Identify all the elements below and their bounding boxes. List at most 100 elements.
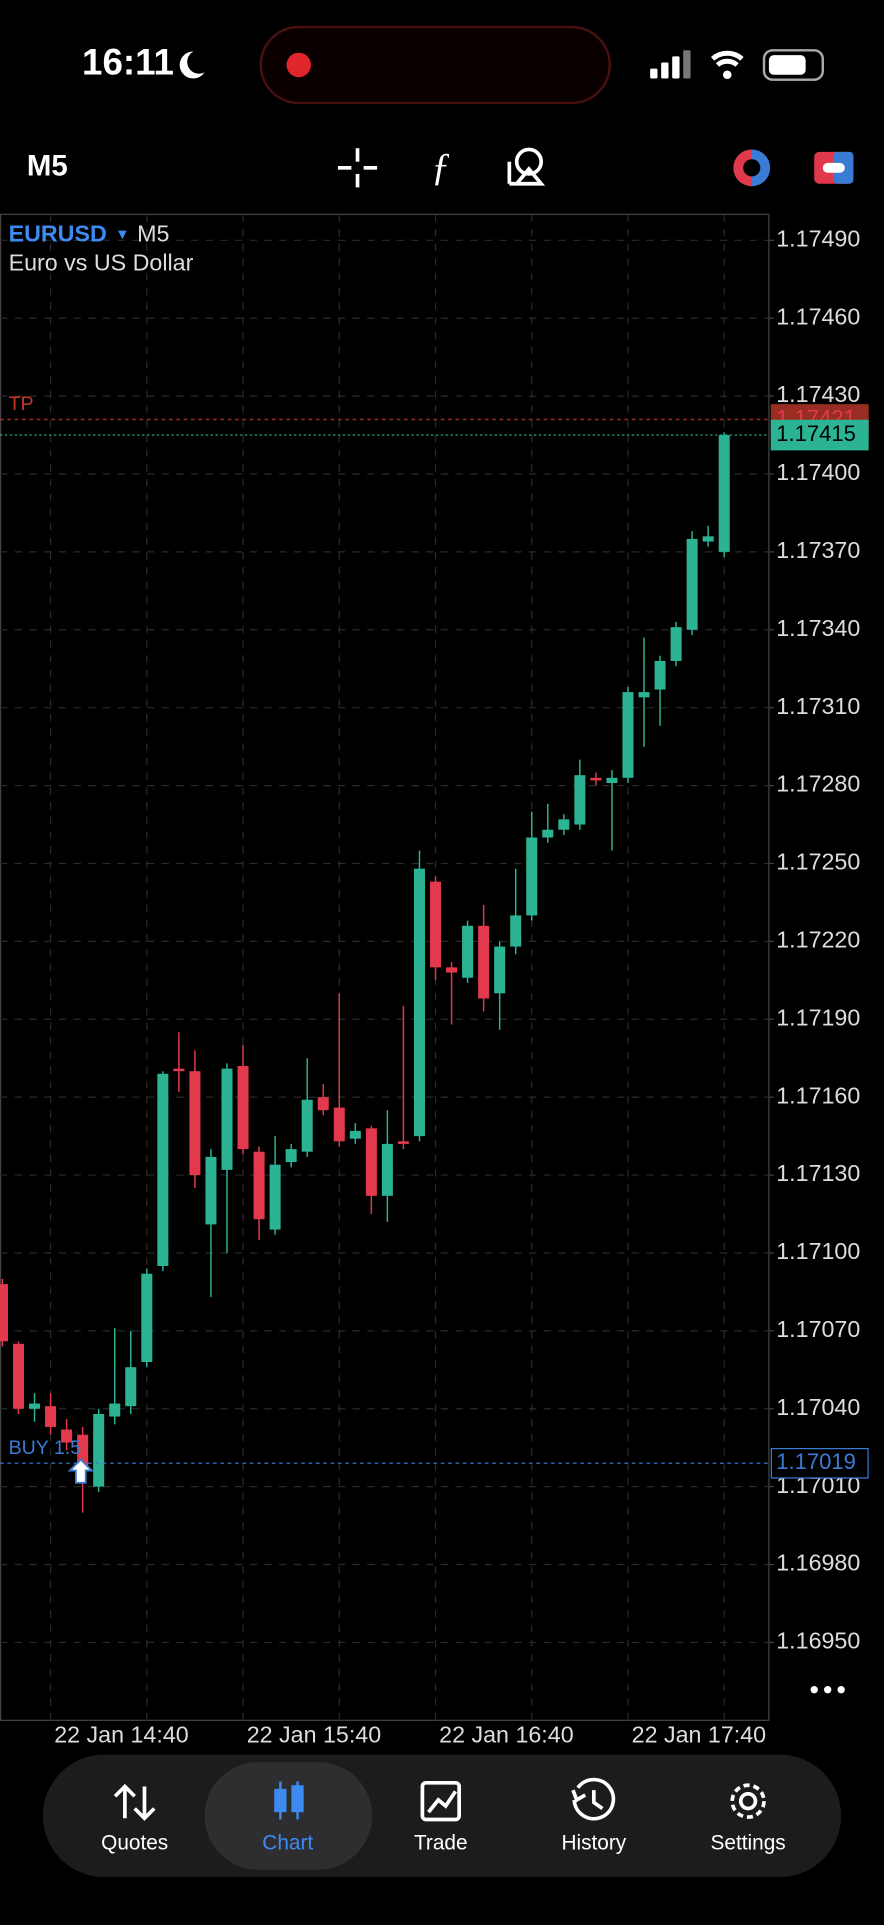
tab-label[interactable]: Chart (262, 1832, 313, 1855)
trade-icon[interactable] (814, 151, 854, 184)
candle-body (510, 915, 522, 947)
status-time: 16:11 (82, 42, 174, 83)
indicators-button[interactable]: ƒ (431, 145, 451, 188)
candle-body (349, 1130, 361, 1139)
history-icon (571, 1777, 616, 1821)
candle-body (397, 1141, 409, 1144)
quotes-icon (113, 1783, 156, 1821)
price-line-name: TP (9, 393, 34, 415)
tab-label[interactable]: History (561, 1832, 626, 1855)
candle-body (718, 435, 730, 552)
price-tag (770, 419, 869, 451)
y-tick-label: 1.17340 (776, 615, 860, 641)
candle-body (253, 1151, 265, 1220)
trade-tab-icon (420, 1780, 461, 1822)
candle-body (221, 1068, 233, 1170)
candle-body (446, 967, 458, 973)
candle-body (494, 946, 506, 994)
candle-body (365, 1128, 377, 1196)
candle-body (29, 1403, 41, 1409)
crosshair-button[interactable] (337, 148, 378, 188)
symbol[interactable]: EURUSD (9, 220, 107, 246)
candle-body (333, 1107, 345, 1142)
candle-body (12, 1343, 24, 1409)
tab-label[interactable]: Trade (414, 1832, 468, 1855)
price-tag-label: 1.17019 (776, 1449, 856, 1474)
y-tick-label: 1.17160 (776, 1082, 860, 1108)
dynamic-island (259, 25, 611, 105)
account-icon[interactable] (733, 149, 771, 187)
candle-body (93, 1413, 105, 1487)
tab-highlight (204, 1761, 373, 1870)
candle-body (157, 1073, 169, 1266)
x-tick-label: 22 Jan 14:40 (54, 1721, 189, 1747)
y-tick-label: 1.17310 (776, 693, 860, 719)
price-tag-label: 1.17415 (776, 421, 856, 446)
y-tick-label: 1.17100 (776, 1238, 860, 1264)
moon-icon (179, 51, 205, 79)
y-tick-label: 1.17040 (776, 1394, 860, 1420)
candle-body (686, 538, 698, 630)
y-tick-label: 1.17430 (776, 381, 860, 407)
y-tick-label: 1.17220 (776, 927, 860, 953)
candle-body (590, 777, 602, 781)
x-tick-label: 22 Jan 15:40 (247, 1721, 382, 1747)
candle-body (430, 881, 442, 968)
candle-body (381, 1143, 393, 1196)
candle-body (173, 1068, 185, 1072)
candle-body (125, 1367, 137, 1407)
wifi-icon (710, 50, 744, 67)
battery-level (768, 55, 806, 75)
y-tick-label: 1.17490 (776, 225, 860, 251)
candle-body (654, 660, 666, 690)
y-tick-label: 1.16980 (776, 1550, 860, 1576)
y-tick-label: 1.17370 (776, 537, 860, 563)
tab-label[interactable]: Quotes (101, 1832, 168, 1855)
candle-body (606, 777, 618, 783)
candle-body (478, 925, 490, 999)
y-tick-label: 1.17130 (776, 1160, 860, 1186)
candle-body (638, 692, 650, 698)
signal-icon (650, 50, 691, 79)
candle-body (542, 829, 554, 838)
candle-body (0, 1284, 8, 1342)
candle-body (61, 1429, 73, 1443)
record-dot (286, 52, 311, 78)
symbol-dropdown[interactable]: ▼ (115, 227, 130, 243)
settings-icon (730, 1783, 766, 1819)
more-button[interactable] (810, 1686, 845, 1694)
buy-arrow (67, 1458, 95, 1484)
candle-body (526, 837, 538, 916)
y-tick-label: 1.17190 (776, 1004, 860, 1030)
wifi-dot (722, 70, 732, 80)
candle-body (702, 536, 714, 542)
tab-bar (42, 1754, 842, 1878)
candle-body (77, 1434, 89, 1469)
y-tick-label: 1.17250 (776, 849, 860, 875)
candle-body (413, 868, 425, 1137)
y-tick-label: 1.16950 (776, 1628, 860, 1654)
candle-body (205, 1156, 217, 1225)
candle-body (317, 1097, 329, 1111)
price-tag (770, 1447, 869, 1479)
candle-body (45, 1406, 57, 1427)
candle-body (558, 819, 570, 830)
candle-body (269, 1164, 281, 1230)
y-tick-label: 1.17400 (776, 459, 860, 485)
candle-body (574, 775, 586, 825)
chart-frame (0, 213, 770, 1721)
y-tick-label: 1.17070 (776, 1316, 860, 1342)
candle-body (237, 1066, 249, 1150)
objects-button[interactable] (507, 147, 546, 186)
y-tick-label: 1.17460 (776, 303, 860, 329)
tab-labels: Quotes Chart Trade History Settings (101, 1832, 786, 1855)
candle-body (670, 627, 682, 661)
timeframe-button[interactable]: M5 (27, 150, 68, 183)
price-line-name: BUY 1.5 (9, 1437, 82, 1459)
chart-icon (274, 1781, 304, 1820)
candle-body (109, 1403, 121, 1417)
symbol-description: Euro vs US Dollar (9, 250, 194, 276)
tab-label[interactable]: Settings (711, 1832, 786, 1855)
